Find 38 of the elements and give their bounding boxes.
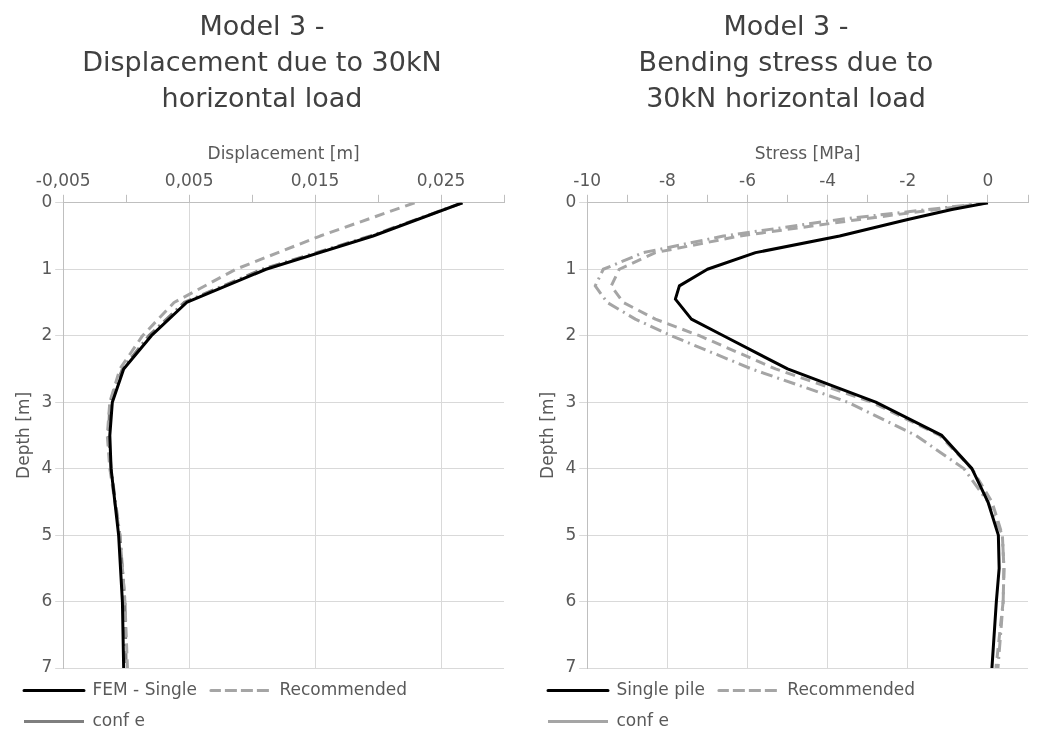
x-axis-title: Displacement [m] [207, 142, 360, 163]
y-tick-label: 2 [565, 324, 577, 345]
legend-label: conf e [92, 709, 145, 730]
legend-label: Recommended [787, 678, 916, 699]
y-tick-label: 5 [41, 523, 53, 544]
legend-label: FEM - Single [92, 678, 197, 699]
chart-title: Model 3 - Bending stress due to 30kN horizontal load [637, 9, 935, 115]
x-tick-label: 0 [982, 170, 994, 191]
x-tick-label: -2 [899, 170, 917, 191]
y-tick-label: 6 [565, 589, 577, 610]
x-tick-label: -8 [658, 170, 676, 191]
y-tick-label: 2 [41, 324, 53, 345]
y-tick-label: 4 [41, 457, 53, 478]
x-tick-label: 0,005 [164, 170, 214, 191]
x-tick-label: 0,015 [290, 170, 340, 191]
x-tick-label: -6 [739, 170, 756, 191]
y-tick-label: 5 [565, 523, 577, 544]
y-tick-label: 7 [41, 656, 53, 677]
y-tick-label: 1 [565, 257, 577, 278]
legend-label: Single pile [616, 678, 705, 699]
x-tick-label: -4 [819, 170, 837, 191]
y-tick-label: 7 [565, 656, 577, 677]
y-tick-label: 0 [565, 191, 577, 212]
chart-title: Model 3 - Displacement due to 30kN horizontal load [81, 9, 443, 115]
y-axis-title: Depth [m] [536, 391, 557, 479]
x-tick-label: -10 [573, 170, 602, 191]
y-tick-label: 3 [565, 390, 577, 411]
y-tick-label: 0 [41, 191, 53, 212]
y-axis-title: Depth [m] [12, 391, 33, 479]
x-tick-label: 0,025 [416, 170, 466, 191]
x-axis-title: Stress [MPa] [754, 142, 861, 163]
y-tick-label: 3 [41, 390, 53, 411]
x-tick-label: -0,005 [35, 170, 91, 191]
y-tick-label: 6 [41, 589, 53, 610]
legend-label: conf e [616, 709, 669, 730]
legend-label: Recommended [279, 678, 408, 699]
y-tick-label: 1 [41, 257, 53, 278]
y-tick-label: 4 [565, 457, 577, 478]
